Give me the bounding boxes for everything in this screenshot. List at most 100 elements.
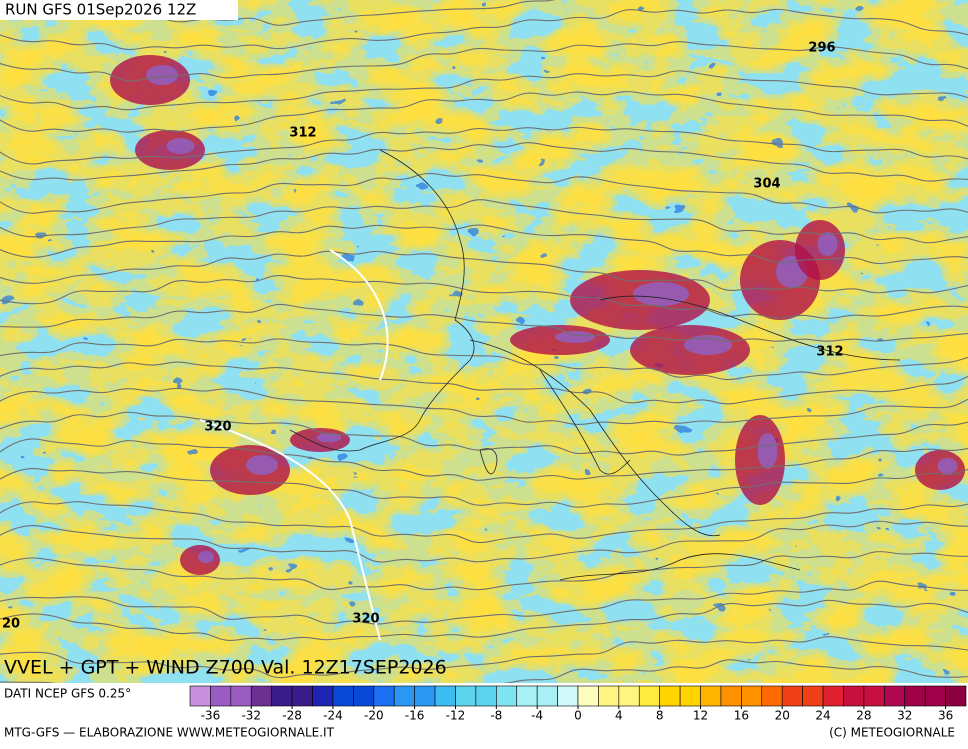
- colorbar-tick-label: -32: [241, 709, 261, 723]
- map: 296 312 304 312 320 320 20 VVEL + GPT + …: [0, 0, 968, 683]
- colorbar-tick-label: 20: [775, 709, 790, 723]
- contour-label: 20: [2, 617, 20, 632]
- streamline: [0, 142, 968, 182]
- colorbar-tick-label: 36: [938, 709, 953, 723]
- colorbar-box: [210, 685, 232, 707]
- geopotential-contour: [329, 249, 389, 381]
- colorbar-tick-label: 16: [734, 709, 749, 723]
- map-downdraft-field: [0, 0, 968, 683]
- streamline: [0, 250, 968, 294]
- colorbar-box: [475, 685, 497, 707]
- streamline: [0, 41, 968, 82]
- colorbar-box: [659, 685, 681, 707]
- legend-source: DATI NCEP GFS 0.25°: [4, 687, 131, 701]
- colorbar-tick-label: -4: [531, 709, 543, 723]
- streamline: [0, 599, 968, 641]
- colorbar-box: [761, 685, 783, 707]
- strong-cell: [555, 331, 595, 343]
- streamline: [0, 636, 968, 679]
- colorbar-tick-label: -28: [282, 709, 302, 723]
- colorbar-box: [679, 685, 701, 707]
- colorbar-box: [250, 685, 272, 707]
- contour-label: 320: [204, 420, 231, 435]
- colorbar-tick-label: -16: [405, 709, 425, 723]
- colorbar-tick-label: -8: [490, 709, 502, 723]
- colorbar-tick-label: 32: [897, 709, 912, 723]
- strong-cell: [317, 432, 341, 443]
- colorbar-box: [353, 685, 375, 707]
- contour-label: 312: [816, 345, 843, 360]
- map-strong-cells: [110, 55, 965, 575]
- colorbar-box: [904, 685, 926, 707]
- run-label-box: [0, 0, 238, 20]
- colorbar-tick-label: 0: [574, 709, 582, 723]
- streamline: [0, 520, 968, 563]
- colorbar-tick-label: -12: [446, 709, 466, 723]
- colorbar-box: [373, 685, 395, 707]
- streamline: [0, 8, 968, 51]
- map-title: VVEL + GPT + WIND Z700 Val. 12Z17SEP2026: [4, 657, 447, 679]
- colorbar-box: [598, 685, 620, 707]
- colorbar-box: [577, 685, 599, 707]
- colorbar-box: [332, 685, 354, 707]
- strong-cell: [757, 433, 778, 469]
- colorbar-box: [618, 685, 640, 707]
- contour-label: 312: [289, 126, 316, 141]
- colorbar-box: [496, 685, 518, 707]
- strong-cell: [817, 232, 838, 256]
- coastlines: [289, 149, 901, 581]
- colorbar-box: [312, 685, 334, 707]
- streamline: [0, 303, 968, 342]
- contour-label: 320: [352, 612, 379, 627]
- colorbar-tick-label: -24: [323, 709, 343, 723]
- contour-label: 304: [753, 177, 780, 192]
- colorbar-tick-label: 8: [656, 709, 664, 723]
- streamline: [0, 438, 968, 481]
- streamline: [0, 224, 968, 265]
- colorbar-box: [802, 685, 824, 707]
- streamlines: [0, 0, 968, 683]
- footer-right: (C) METEOGIORNALE: [829, 726, 955, 740]
- colorbar-box: [271, 685, 293, 707]
- streamline: [0, 468, 968, 508]
- colorbar-box: [434, 685, 456, 707]
- colorbar-box: [230, 685, 252, 707]
- colorbar-box: [863, 685, 885, 707]
- colorbar-tick-label: 12: [693, 709, 708, 723]
- streamline: [0, 199, 968, 244]
- colorbar-tick-label: 28: [856, 709, 871, 723]
- colorbar-box: [884, 685, 906, 707]
- streamline: [0, 70, 968, 111]
- colorbar-box: [291, 685, 313, 707]
- streamline: [0, 91, 968, 133]
- colorbar-box: [924, 685, 946, 707]
- strong-cell: [166, 138, 195, 154]
- streamline: [0, 387, 968, 425]
- colorbar-tick-label: -20: [364, 709, 384, 723]
- run-label: RUN GFS 01Sep2026 12Z: [5, 1, 196, 19]
- colorbar-tick-label: -36: [201, 709, 221, 723]
- streamline: [0, 551, 968, 591]
- colorbar-box: [700, 685, 722, 707]
- streamline: [0, 501, 968, 544]
- strong-cell: [684, 335, 732, 355]
- streamline: [0, 361, 968, 405]
- strong-cell: [198, 551, 214, 563]
- colorbar-box: [393, 685, 415, 707]
- streamline: [0, 338, 968, 380]
- colorbar-box: [741, 685, 763, 707]
- footer-left: MTG-GFS — ELABORAZIONE WWW.METEOGIORNALE…: [4, 726, 335, 740]
- colorbar-box: [720, 685, 742, 707]
- streamline: [0, 659, 968, 683]
- colorbar-box: [536, 685, 558, 707]
- colorbar-box: [516, 685, 538, 707]
- colorbar: -36 -32 -28 -24 -20 -16 -12 -8 -4 0 4 8 12 16 20 24 28 32…: [189, 685, 967, 723]
- colorbar-box: [414, 685, 436, 707]
- colorbar-tick-label: 4: [615, 709, 623, 723]
- strong-cell: [937, 458, 958, 474]
- contour-label: 296: [808, 41, 835, 56]
- colorbar-box: [557, 685, 579, 707]
- geopotential-contour: [199, 419, 381, 641]
- colorbar-box: [455, 685, 477, 707]
